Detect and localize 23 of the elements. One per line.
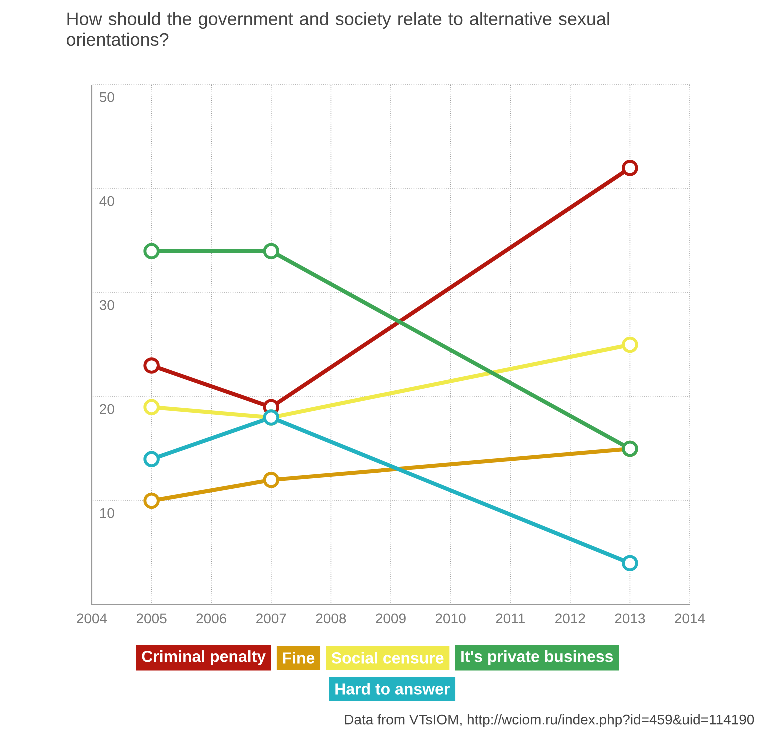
x-tick-label: 2004 — [77, 614, 108, 624]
x-tick-label: 2014 — [675, 614, 706, 624]
chart-title: How should the government and society relate to alternative sexual orientations? — [67, 12, 610, 46]
y-tick-label: 20 — [100, 404, 114, 414]
text: Hard to answer — [336, 683, 450, 695]
y-tick-label: 40 — [100, 196, 114, 206]
x-tick-label: 2011 — [496, 614, 525, 624]
y-tick-label: 30 — [100, 300, 114, 310]
x-tick-label: 2013 — [615, 614, 646, 624]
text: It's private business — [462, 650, 614, 666]
x-tick-label: 2006 — [196, 614, 227, 624]
x-tick-label: 2012 — [556, 614, 586, 624]
text: Criminal penalty — [142, 650, 266, 666]
x-tick-label: 2008 — [316, 614, 346, 624]
y-tick-label: 10 — [100, 508, 114, 518]
x-tick-label: 2005 — [136, 614, 167, 624]
text: Fine — [283, 652, 315, 664]
text: Social censure — [332, 652, 444, 664]
x-tick-label: 2007 — [256, 614, 286, 624]
text: Data from VTsIOM, http://wciom.ru/index.php?id=459&uid=114190 — [345, 714, 754, 728]
x-tick-label: 2009 — [376, 614, 406, 624]
x-tick-label: 2010 — [436, 614, 466, 624]
y-tick-label: 50 — [100, 92, 114, 102]
